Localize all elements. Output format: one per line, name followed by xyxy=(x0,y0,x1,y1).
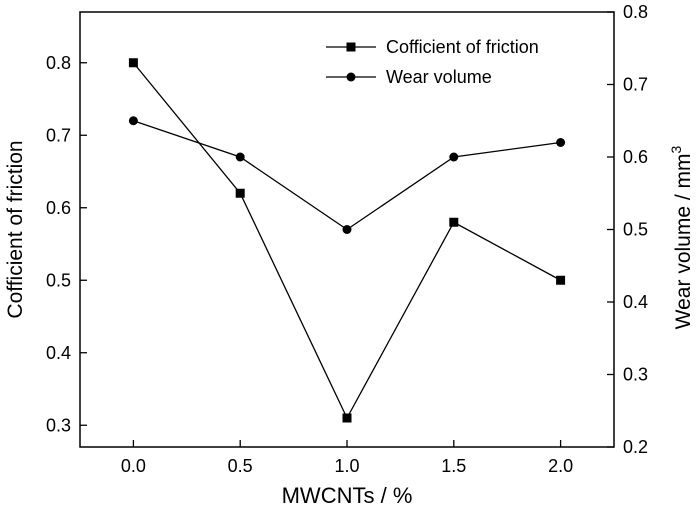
legend-square-marker xyxy=(346,42,356,52)
right-y-tick-label: 0.6 xyxy=(623,147,648,167)
series-lines xyxy=(132,62,561,420)
friction-data-point xyxy=(128,58,138,68)
x-tick-label: 1.0 xyxy=(334,456,359,476)
friction-data-point xyxy=(449,217,459,227)
left-y-tick-label: 0.6 xyxy=(46,198,71,218)
right-y-tick-label: 0.4 xyxy=(623,292,648,312)
x-tick-label: 0.5 xyxy=(228,456,253,476)
legend-circle-marker xyxy=(346,72,356,82)
wear-data-point xyxy=(235,152,245,162)
x-axis-ticks: 0.0 0.5 1.0 1.5 2.0 xyxy=(121,440,573,476)
left-y-tick-label: 0.8 xyxy=(46,53,71,73)
x-tick-label: 1.5 xyxy=(441,456,466,476)
wear-data-point xyxy=(128,116,138,126)
wear-data-point xyxy=(449,152,459,162)
left-y-tick-label: 0.3 xyxy=(46,415,71,435)
right-y-tick-label: 0.2 xyxy=(623,437,648,457)
friction-data-point xyxy=(556,275,566,285)
right-y-tick-label: 0.8 xyxy=(623,2,648,22)
right-y-axis-ticks: 0.2 0.3 0.4 0.5 0.6 0.7 0.8 xyxy=(607,2,648,457)
right-y-tick-label: 0.5 xyxy=(623,220,648,240)
wear-data-point xyxy=(342,225,352,234)
wear-series-line xyxy=(133,120,561,231)
x-tick-label: 2.0 xyxy=(548,456,573,476)
friction-series-line xyxy=(132,62,561,420)
friction-data-point xyxy=(342,413,352,423)
right-y-axis-label-superscript: 3 xyxy=(668,145,684,153)
right-y-axis-label: Wear volume / mm3 xyxy=(668,145,695,329)
wear-data-point xyxy=(556,138,566,147)
left-y-tick-label: 0.7 xyxy=(46,125,71,145)
left-y-axis-ticks: 0.3 0.4 0.5 0.6 0.7 0.8 xyxy=(46,53,87,435)
left-y-tick-label: 0.4 xyxy=(46,343,71,363)
right-y-tick-label: 0.7 xyxy=(623,75,648,95)
right-y-axis-label-base: Wear volume / mm xyxy=(672,153,695,329)
friction-data-point xyxy=(235,188,245,198)
legend-label: Cofficient of friction xyxy=(386,37,539,57)
legend-label: Wear volume xyxy=(386,67,492,87)
left-y-tick-label: 0.5 xyxy=(46,270,71,290)
right-y-tick-label: 0.3 xyxy=(623,365,648,385)
left-y-axis-label: Cofficient of friction xyxy=(4,140,27,318)
x-tick-label: 0.0 xyxy=(121,456,146,476)
series-markers xyxy=(128,58,566,423)
legend: Cofficient of friction Wear volume xyxy=(326,37,539,87)
x-axis-label: MWCNTs / % xyxy=(282,483,413,508)
